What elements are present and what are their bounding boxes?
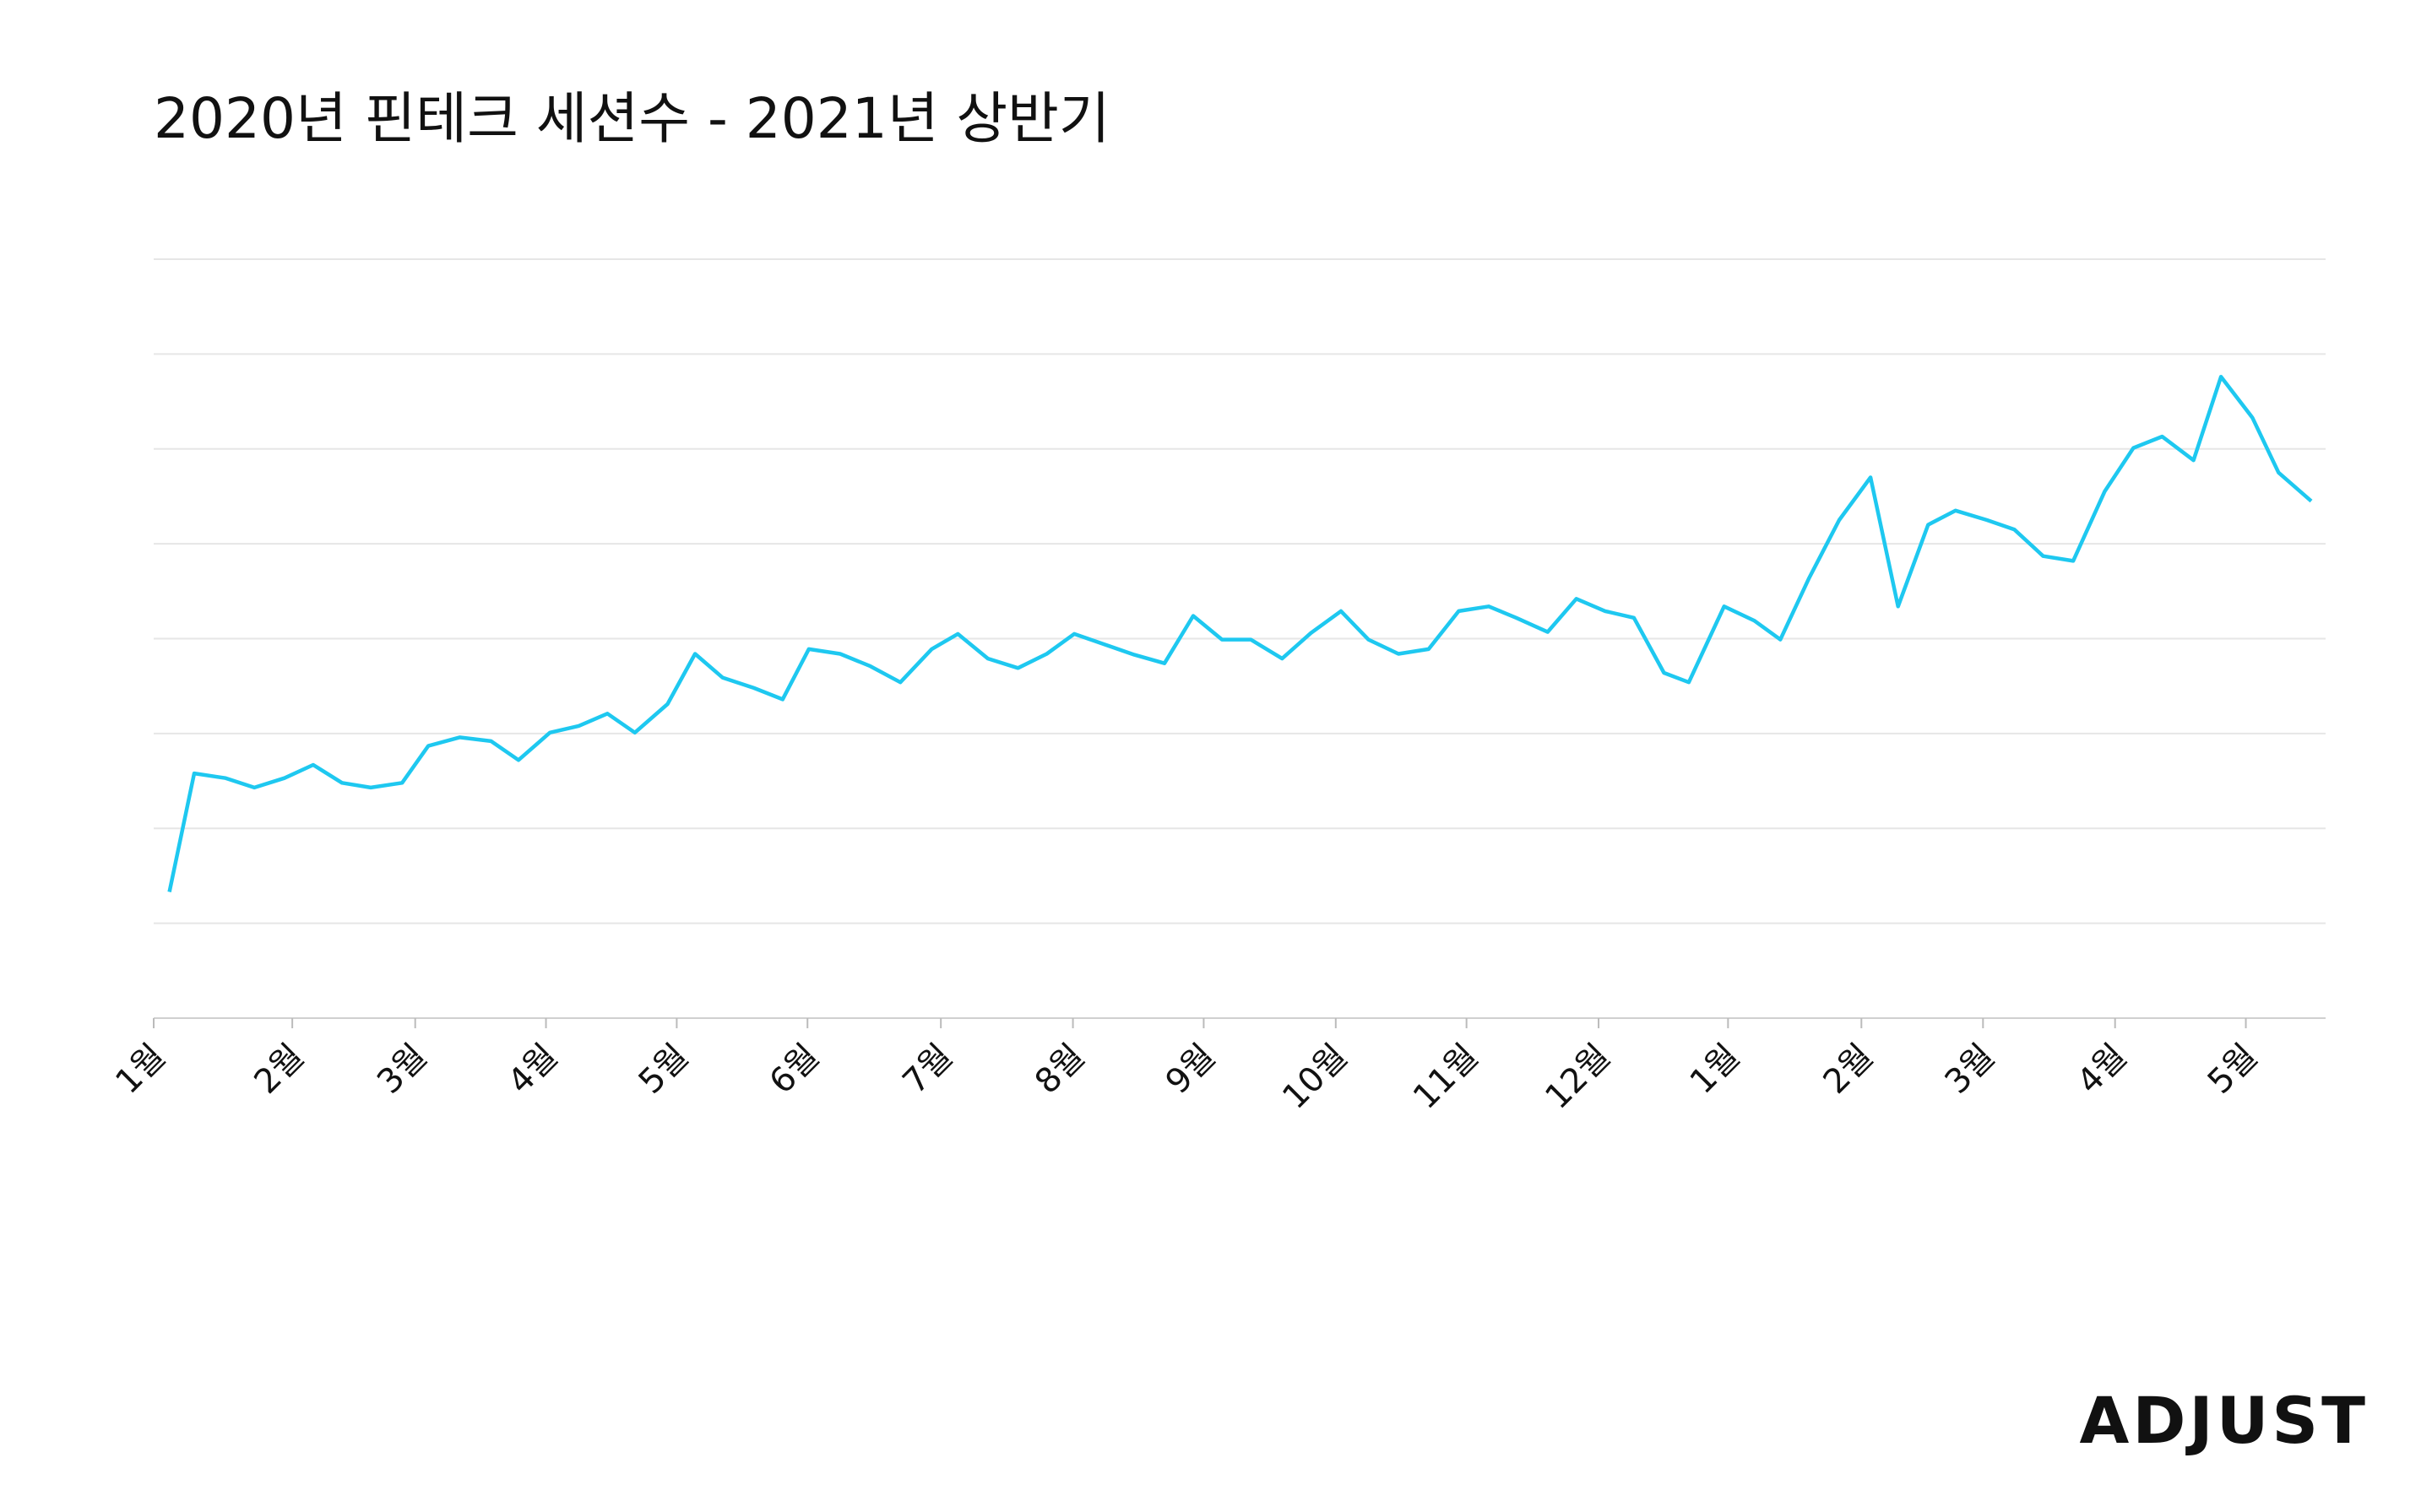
x-tick-label: 8월 bbox=[1028, 1037, 1093, 1102]
x-tick-label: 2월 bbox=[247, 1037, 312, 1102]
x-tick-label: 12월 bbox=[1538, 1037, 1618, 1117]
x-tick-label: 11월 bbox=[1406, 1037, 1486, 1117]
logo: ADJUST bbox=[2080, 1383, 2369, 1458]
x-tick-label: 5월 bbox=[632, 1037, 697, 1102]
x-tick-label: 6월 bbox=[763, 1037, 828, 1102]
x-tick-label: 2월 bbox=[1816, 1037, 1881, 1102]
x-tick-label: 5월 bbox=[2201, 1037, 2266, 1102]
x-tick-label: 1월 bbox=[1683, 1037, 1748, 1102]
chart-title: 2020년 핀테크 세션수 - 2021년 상반기 bbox=[154, 86, 1110, 151]
x-tick-label: 3월 bbox=[370, 1037, 435, 1102]
x-tick-label: 7월 bbox=[895, 1037, 960, 1102]
x-tick-label: 3월 bbox=[1938, 1037, 2003, 1102]
x-tick-label: 4월 bbox=[501, 1037, 566, 1102]
x-tick-label: 10월 bbox=[1275, 1037, 1355, 1117]
x-tick-label: 1월 bbox=[108, 1037, 173, 1102]
line-series bbox=[167, 375, 2313, 892]
x-tick-label: 9월 bbox=[1159, 1037, 1224, 1102]
x-tick-label: 4월 bbox=[2070, 1037, 2135, 1102]
